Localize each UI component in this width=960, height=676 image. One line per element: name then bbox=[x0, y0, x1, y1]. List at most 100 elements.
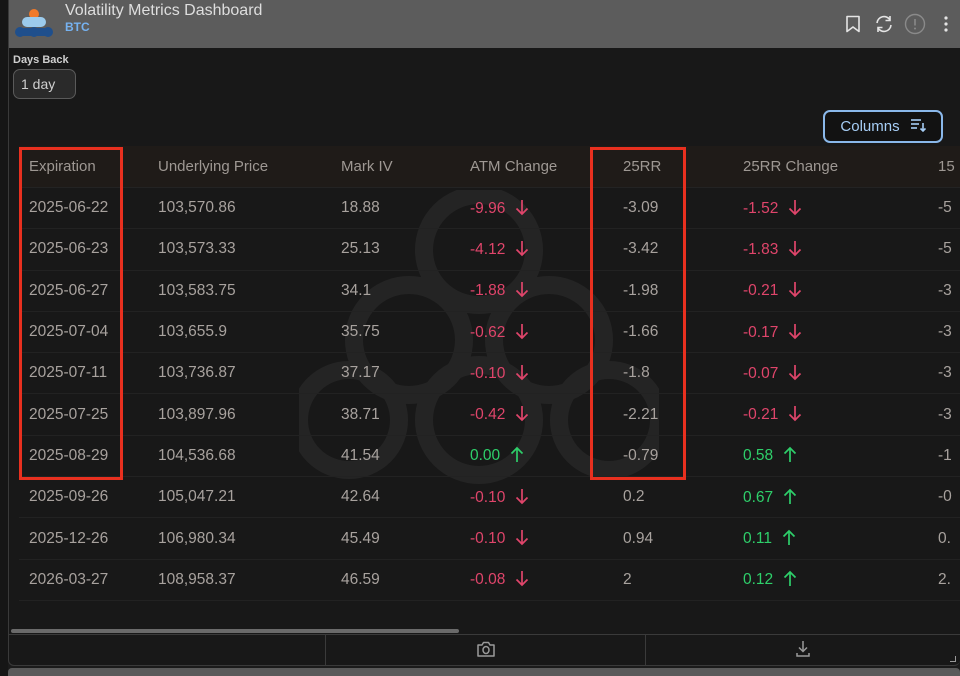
cell-mark-iv: 45.49 bbox=[341, 529, 380, 547]
arrow-down-icon bbox=[788, 364, 802, 381]
arrow-down-icon bbox=[515, 281, 529, 298]
cell-expiration: 2025-07-25 bbox=[29, 405, 109, 423]
arrow-down-icon bbox=[515, 199, 529, 216]
table-row[interactable]: 2025-12-26 106,980.34 45.49 -0.10 0.94 0.11 0. bbox=[19, 518, 960, 560]
header-expiration[interactable]: Expiration bbox=[29, 158, 96, 175]
arrow-down-icon bbox=[515, 364, 529, 381]
arrow-up-icon bbox=[783, 488, 797, 505]
table-row[interactable]: 2025-06-23 103,573.33 25.13 -4.12 -3.42 -1.83… bbox=[19, 229, 960, 271]
camera-icon bbox=[476, 640, 496, 663]
refresh-icon[interactable] bbox=[871, 11, 897, 37]
arrow-down-icon bbox=[788, 323, 802, 340]
header-25rr[interactable]: 25RR bbox=[623, 158, 662, 175]
title-block: Volatility Metrics Dashboard BTC bbox=[65, 2, 262, 34]
resize-handle[interactable] bbox=[950, 656, 956, 662]
cell-atm-change: -0.10 bbox=[470, 364, 613, 383]
cell-mark-iv: 35.75 bbox=[341, 323, 380, 341]
25rr-change-value: -0.21 bbox=[743, 282, 779, 300]
cell-atm-change: -0.10 bbox=[470, 488, 613, 507]
table-row[interactable]: 2025-07-25 103,897.96 38.71 -0.42 -2.21 -0.21… bbox=[19, 394, 960, 436]
arrow-up-icon bbox=[783, 570, 797, 587]
25rr-change-value: -0.21 bbox=[743, 406, 779, 424]
outer-background bbox=[0, 0, 8, 676]
cell-15-truncated: -5 bbox=[938, 240, 952, 258]
cell-mark-iv: 25.13 bbox=[341, 240, 380, 258]
screenshot-button[interactable] bbox=[326, 635, 646, 665]
cell-atm-change: -4.12 bbox=[470, 240, 613, 259]
table-header: Expiration Underlying Price Mark IV ATM … bbox=[19, 146, 960, 188]
cell-underlying-price: 103,573.33 bbox=[158, 240, 236, 258]
cell-atm-change: -0.42 bbox=[470, 405, 613, 424]
volatility-table: Expiration Underlying Price Mark IV ATM … bbox=[19, 146, 960, 601]
25rr-change-value: 0.12 bbox=[743, 571, 774, 589]
cell-25rr: -1.8 bbox=[623, 364, 650, 382]
cell-25rr: 0.2 bbox=[623, 488, 645, 506]
table-row[interactable]: 2026-03-27 108,958.37 46.59 -0.08 2 0.12 2. bbox=[19, 560, 960, 601]
cell-15-truncated: -0 bbox=[938, 488, 952, 506]
25rr-change-value: -0.07 bbox=[743, 364, 779, 382]
cell-underlying-price: 108,958.37 bbox=[158, 570, 236, 588]
cell-underlying-price: 103,897.96 bbox=[158, 405, 236, 423]
atm-change-value: -0.10 bbox=[470, 488, 506, 506]
25rr-change-value: 0.67 bbox=[743, 488, 774, 506]
info-alert-icon[interactable] bbox=[902, 11, 928, 37]
25rr-change-value: 0.58 bbox=[743, 447, 774, 465]
atm-change-value: -0.10 bbox=[470, 530, 506, 548]
cell-15-truncated: 0. bbox=[938, 529, 951, 547]
cell-underlying-price: 104,536.68 bbox=[158, 446, 236, 464]
horizontal-scrollbar[interactable] bbox=[9, 628, 960, 634]
cell-atm-change: 0.00 bbox=[470, 446, 613, 465]
cell-atm-change: -1.88 bbox=[470, 281, 613, 300]
cell-25rr-change: 0.67 bbox=[743, 488, 938, 507]
atm-change-value: -0.08 bbox=[470, 571, 506, 589]
columns-button[interactable]: Columns bbox=[823, 110, 943, 143]
cell-expiration: 2025-07-11 bbox=[29, 364, 108, 382]
more-vertical-icon[interactable] bbox=[933, 11, 959, 37]
arrow-up-icon bbox=[510, 446, 524, 463]
atm-change-value: -9.96 bbox=[470, 199, 506, 217]
arrow-down-icon bbox=[515, 240, 529, 257]
table-body: 2025-06-22 103,570.86 18.88 -9.96 -3.09 -1.52… bbox=[19, 188, 960, 601]
25rr-change-value: -1.52 bbox=[743, 199, 779, 217]
cell-expiration: 2025-08-29 bbox=[29, 446, 109, 464]
table-row[interactable]: 2025-07-04 103,655.9 35.75 -0.62 -1.66 -0.17 -… bbox=[19, 312, 960, 354]
arrow-down-icon bbox=[515, 405, 529, 422]
arrow-down-icon bbox=[788, 199, 802, 216]
table-row[interactable]: 2025-06-22 103,570.86 18.88 -9.96 -3.09 -1.52… bbox=[19, 188, 960, 230]
cell-15-truncated: -1 bbox=[938, 446, 952, 464]
widget-subtitle: BTC bbox=[65, 20, 90, 34]
atm-change-value: -1.88 bbox=[470, 282, 506, 300]
cell-underlying-price: 103,655.9 bbox=[158, 323, 227, 341]
cell-mark-iv: 34.1 bbox=[341, 281, 372, 299]
footer-empty-cell bbox=[9, 635, 326, 665]
days-back-select[interactable]: 1 day bbox=[13, 69, 76, 99]
arrow-up-icon bbox=[782, 529, 796, 546]
cell-atm-change: -0.08 bbox=[470, 570, 613, 589]
cell-25rr: 0.94 bbox=[623, 529, 654, 547]
cell-15-truncated: -3 bbox=[938, 323, 952, 341]
horizontal-scrollbar-thumb[interactable] bbox=[11, 629, 459, 633]
arrow-up-icon bbox=[783, 446, 797, 463]
cell-25rr-change: -1.52 bbox=[743, 199, 938, 218]
table-row[interactable]: 2025-08-29 104,536.68 41.54 0.00 -0.79 0.58 -1 bbox=[19, 436, 960, 478]
table-row[interactable]: 2025-06-27 103,583.75 34.1 -1.88 -1.98 -0.21 -… bbox=[19, 271, 960, 312]
download-button[interactable] bbox=[646, 635, 960, 665]
table-row[interactable]: 2025-07-11 103,736.87 37.17 -0.10 -1.8 -0.07 -… bbox=[19, 353, 960, 395]
cell-underlying-price: 103,583.75 bbox=[158, 281, 236, 299]
header-25rr-change[interactable]: 25RR Change bbox=[743, 158, 839, 175]
header-15-truncated[interactable]: 15 bbox=[938, 158, 955, 175]
bookmark-icon[interactable] bbox=[840, 11, 866, 37]
cell-25rr-change: -0.21 bbox=[743, 281, 938, 300]
header-underlying-price[interactable]: Underlying Price bbox=[158, 158, 269, 175]
header-atm-change[interactable]: ATM Change bbox=[470, 158, 558, 175]
cell-underlying-price: 103,570.86 bbox=[158, 199, 236, 217]
columns-button-label: Columns bbox=[840, 118, 900, 135]
cell-mark-iv: 41.54 bbox=[341, 446, 380, 464]
arrow-down-icon bbox=[515, 488, 529, 505]
atm-change-value: -0.42 bbox=[470, 406, 506, 424]
table-row[interactable]: 2025-09-26 105,047.21 42.64 -0.10 0.2 0.67 -0 bbox=[19, 477, 960, 519]
header-mark-iv[interactable]: Mark IV bbox=[341, 158, 393, 175]
cell-25rr: -3.09 bbox=[623, 199, 659, 217]
next-widget-edge bbox=[8, 668, 960, 676]
cell-25rr: -1.66 bbox=[623, 323, 659, 341]
